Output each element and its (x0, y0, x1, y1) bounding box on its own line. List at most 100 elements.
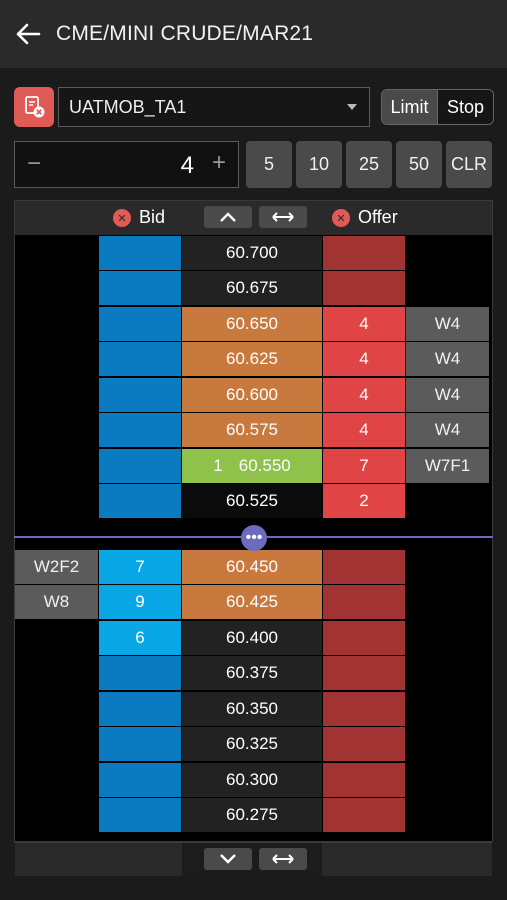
offer-cell[interactable]: 4 (323, 342, 405, 376)
ladder-row: 60.650 4 W4 (15, 307, 492, 342)
working-order-tag[interactable]: W4 (406, 413, 489, 447)
bid-cell[interactable] (99, 798, 181, 832)
bid-cell[interactable] (99, 449, 181, 483)
quantity-value[interactable]: 4 (180, 152, 194, 179)
account-icon-button[interactable] (14, 87, 54, 127)
increase-quantity-button[interactable]: + (211, 149, 226, 176)
chevron-up-icon (220, 212, 236, 222)
offer-cell[interactable]: 4 (323, 378, 405, 412)
ladder-row: 60.325 (15, 727, 492, 762)
offer-cell[interactable] (323, 236, 405, 270)
offer-cell[interactable] (323, 798, 405, 832)
bid-cell[interactable] (99, 484, 181, 518)
scroll-down-button[interactable] (204, 848, 252, 870)
clear-qty-button[interactable]: CLR (446, 141, 492, 188)
bid-cell[interactable] (99, 236, 181, 270)
price-cell: 60.375 (182, 656, 322, 690)
ladder-row: 60.525 2 (15, 484, 492, 519)
bid-cell[interactable] (99, 692, 181, 726)
ladder-footer (15, 842, 492, 877)
last-traded-price: 60.550 (238, 456, 291, 475)
bid-cell[interactable] (99, 763, 181, 797)
bid-cell[interactable] (99, 378, 181, 412)
recenter-bottom-button[interactable] (259, 848, 307, 870)
working-order-tag[interactable]: W2F2 (15, 550, 98, 584)
scroll-up-button[interactable] (204, 206, 252, 228)
bid-cell[interactable]: 6 (99, 621, 181, 655)
ladder-row: 60.675 (15, 271, 492, 306)
offer-cell[interactable] (323, 692, 405, 726)
bid-cell[interactable] (99, 727, 181, 761)
price-cell: 60.625 (182, 342, 322, 376)
offer-column-label: Offer (358, 207, 398, 227)
ladder-row: 60.350 (15, 692, 492, 727)
offer-cell[interactable]: 2 (323, 484, 405, 518)
recenter-button[interactable] (259, 206, 307, 228)
bid-cell[interactable] (99, 342, 181, 376)
cancel-bids-icon[interactable]: ✕ (113, 209, 131, 227)
price-cell: 60.325 (182, 727, 322, 761)
offer-cell[interactable] (323, 271, 405, 305)
quick-qty-5-button[interactable]: 5 (246, 141, 292, 188)
offer-cell[interactable] (323, 763, 405, 797)
price-cell: 60.700 (182, 236, 322, 270)
price-ladder: ✕ Bid ✕ Offer 60.700 60.675 60.650 4 W4 … (14, 200, 493, 877)
bid-column-label: Bid (139, 207, 166, 227)
price-cell: 60.600 (182, 378, 322, 412)
offer-cell[interactable] (323, 550, 405, 584)
ladder-row: 1 60.550 7 W7F1 (15, 449, 492, 484)
quick-qty-10-button[interactable]: 10 (296, 141, 342, 188)
last-traded-qty: 1 (213, 456, 223, 475)
caret-down-icon (347, 104, 357, 110)
working-order-tag[interactable]: W4 (406, 378, 489, 412)
ladder-row: 60.575 4 W4 (15, 413, 492, 448)
quick-qty-25-button[interactable]: 25 (346, 141, 392, 188)
page-title: CME/MINI CRUDE/MAR21 (56, 22, 314, 45)
price-cell: 60.650 (182, 307, 322, 341)
price-cell: 60.675 (182, 271, 322, 305)
bid-cell[interactable] (99, 271, 181, 305)
price-cell: 60.400 (182, 621, 322, 655)
bid-cell[interactable] (99, 656, 181, 690)
decrease-quantity-button[interactable]: − (27, 150, 42, 177)
offer-cell[interactable] (323, 585, 405, 619)
offer-cell[interactable]: 4 (323, 413, 405, 447)
ladder-row: 60.600 4 W4 (15, 378, 492, 413)
app-header: CME/MINI CRUDE/MAR21 (0, 0, 507, 68)
offer-cell[interactable] (323, 727, 405, 761)
offer-cell[interactable]: 4 (323, 307, 405, 341)
quick-qty-50-button[interactable]: 50 (396, 141, 442, 188)
offer-cell[interactable]: 7 (323, 449, 405, 483)
working-order-tag[interactable]: W8 (15, 585, 98, 619)
ladder-header: ✕ Bid ✕ Offer (15, 201, 492, 235)
limit-toggle[interactable]: Limit (382, 90, 437, 124)
working-order-tag[interactable]: W4 (406, 342, 489, 376)
more-options-icon[interactable]: ••• (241, 525, 267, 551)
working-order-tag[interactable]: W4 (406, 307, 489, 341)
arrow-left-icon (16, 23, 41, 45)
ladder-row: W2F2 7 60.450 (15, 550, 492, 585)
ladder-row: W8 9 60.425 (15, 585, 492, 620)
stop-toggle[interactable]: Stop (437, 90, 493, 124)
price-cell: 60.575 (182, 413, 322, 447)
back-button[interactable] (0, 0, 56, 68)
price-cell: 60.450 (182, 550, 322, 584)
price-cell: 60.300 (182, 763, 322, 797)
cancel-offers-icon[interactable]: ✕ (332, 209, 350, 227)
working-order-tag[interactable]: W7F1 (406, 449, 489, 483)
last-traded-price-cell: 1 60.550 (182, 449, 322, 483)
horizontal-arrows-icon (272, 854, 294, 864)
ladder-row: 60.375 (15, 656, 492, 691)
offer-cell[interactable] (323, 621, 405, 655)
offer-cell[interactable] (323, 656, 405, 690)
bid-cell[interactable]: 7 (99, 550, 181, 584)
ladder-row: 6 60.400 (15, 621, 492, 656)
account-select[interactable]: UATMOB_TA1 (58, 87, 370, 127)
footer-controls (182, 843, 322, 877)
bid-cell[interactable]: 9 (99, 585, 181, 619)
bid-cell[interactable] (99, 307, 181, 341)
horizontal-arrows-icon (272, 212, 294, 222)
price-cell: 60.350 (182, 692, 322, 726)
bid-cell[interactable] (99, 413, 181, 447)
price-cell: 60.425 (182, 585, 322, 619)
